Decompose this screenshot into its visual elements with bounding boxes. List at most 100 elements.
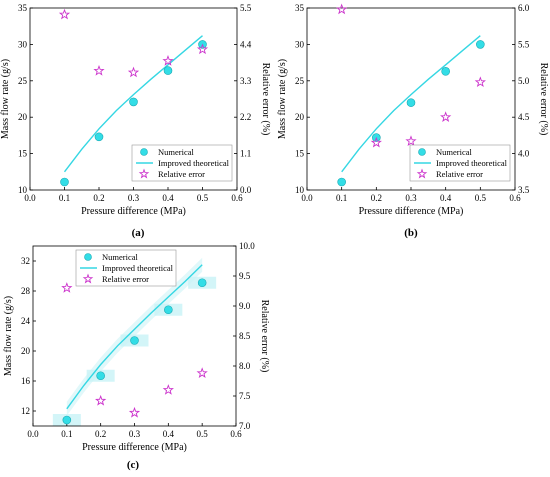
y-tick-label: 35 [295, 3, 305, 13]
y-tick-label: 32 [21, 256, 30, 266]
legend-numerical-swatch [84, 253, 92, 261]
x-tick-label: 0.3 [129, 429, 141, 439]
y-tick-label: 24 [21, 316, 31, 326]
numerical-point [129, 97, 138, 107]
x-tick-label: 0.2 [95, 429, 106, 439]
y-tick-label: 28 [21, 286, 31, 296]
x-tick-label: 0.3 [128, 193, 140, 203]
legend-numerical-label: Numerical [158, 147, 195, 157]
numerical-point [164, 305, 173, 315]
legend-numerical-label: Numerical [436, 147, 473, 157]
y-tick-label: 10 [295, 185, 305, 195]
x-tick-label: 0.6 [231, 193, 243, 203]
x-tick-label: 0.0 [27, 429, 39, 439]
legend-relative-error-swatch [138, 168, 150, 179]
relative-error-point [440, 111, 452, 122]
y-axis-label: Mass flow rate (g/s) [277, 59, 288, 139]
y2-axis-label: Relative error (%) [538, 63, 549, 136]
relative-error-point [58, 8, 71, 20]
y-tick-label: 10 [18, 185, 28, 195]
x-tick-label: 0.1 [61, 429, 72, 439]
y-axis-label: Mass flow rate (g/s) [0, 59, 11, 139]
numerical-point [476, 40, 485, 49]
y2-tick-label: 4.5 [518, 112, 530, 122]
x-tick-label: 0.6 [509, 193, 521, 203]
panel-label: (b) [404, 227, 418, 239]
x-tick-label: 0.1 [336, 193, 347, 203]
numerical-point [337, 177, 346, 187]
y2-tick-label: 2.2 [240, 112, 251, 122]
legend-theoretical-label: Improved theoretical [436, 158, 508, 168]
relative-error-point [162, 384, 174, 395]
numerical-point [406, 98, 416, 107]
relative-error-point [61, 282, 73, 293]
relative-error-point [196, 43, 209, 55]
y2-tick-label: 8.5 [239, 331, 251, 341]
legend-numerical-swatch [140, 148, 148, 156]
relative-error-point [95, 394, 107, 406]
numerical-point [60, 177, 69, 187]
relative-error-point [93, 64, 105, 76]
numerical-point [62, 415, 72, 425]
legend-theoretical-label: Improved theoretical [102, 263, 174, 273]
panel-label: (c) [127, 459, 140, 471]
numerical-point [163, 66, 173, 75]
relative-error-point [405, 135, 417, 147]
panel-label: (a) [132, 227, 145, 239]
theoretical-line [66, 264, 203, 410]
y2-tick-label: 4.4 [240, 39, 252, 49]
x-axis-label: Pressure difference (MPa) [82, 442, 187, 453]
legend-numerical-label: Numerical [102, 252, 139, 262]
relative-error-point [196, 367, 208, 378]
relative-error-point [370, 136, 382, 148]
x-tick-label: 0.4 [163, 429, 175, 439]
x-tick-label: 0.2 [371, 193, 382, 203]
y2-axis-label: Relative error (%) [259, 300, 270, 373]
numerical-point [130, 336, 139, 345]
relative-error-point [336, 3, 348, 15]
numerical-point [94, 132, 104, 142]
y2-tick-label: 6.0 [518, 3, 530, 13]
y2-tick-label: 5.0 [518, 76, 530, 86]
relative-error-point [128, 406, 141, 418]
numerical-point [441, 67, 450, 76]
x-tick-label: 0.5 [197, 193, 209, 203]
y-tick-label: 16 [21, 376, 31, 386]
y-tick-label: 20 [295, 112, 305, 122]
y-tick-label: 20 [21, 346, 31, 356]
x-tick-label: 0.0 [301, 193, 313, 203]
y2-tick-label: 1.1 [240, 149, 251, 159]
y-tick-label: 25 [18, 76, 28, 86]
x-tick-label: 0.5 [197, 429, 209, 439]
y2-tick-label: 3.5 [518, 185, 530, 195]
relative-error-point [474, 76, 486, 88]
y-tick-label: 15 [18, 149, 28, 159]
y-tick-label: 15 [295, 149, 305, 159]
y2-tick-label: 9.5 [239, 271, 251, 281]
legend-relative-error-label: Relative error [102, 274, 149, 284]
y2-tick-label: 9.0 [239, 301, 251, 311]
theoretical-line [63, 35, 203, 173]
relative-error-point [162, 55, 174, 66]
y-tick-label: 35 [18, 3, 28, 13]
legend-relative-error-swatch [416, 168, 428, 179]
y-tick-label: 12 [21, 406, 30, 416]
legend-theoretical-label: Improved theoretical [158, 158, 230, 168]
numerical-point [197, 278, 207, 288]
y2-tick-label: 5.5 [240, 3, 252, 13]
y2-tick-label: 4.0 [518, 149, 530, 159]
y2-axis-label: Relative error (%) [260, 63, 271, 136]
theoretical-line [341, 35, 481, 173]
x-tick-label: 0.3 [405, 193, 417, 203]
y2-tick-label: 3.3 [240, 76, 252, 86]
x-tick-label: 0.4 [162, 193, 174, 203]
y-tick-label: 20 [18, 112, 28, 122]
legend-relative-error-swatch [82, 273, 94, 284]
x-tick-label: 0.5 [475, 193, 487, 203]
y2-tick-label: 10.0 [239, 241, 255, 251]
x-tick-label: 0.1 [59, 193, 70, 203]
legend-relative-error-label: Relative error [158, 169, 205, 179]
numerical-point [96, 371, 105, 381]
y-axis-label: Mass flow rate (g/s) [3, 296, 14, 376]
